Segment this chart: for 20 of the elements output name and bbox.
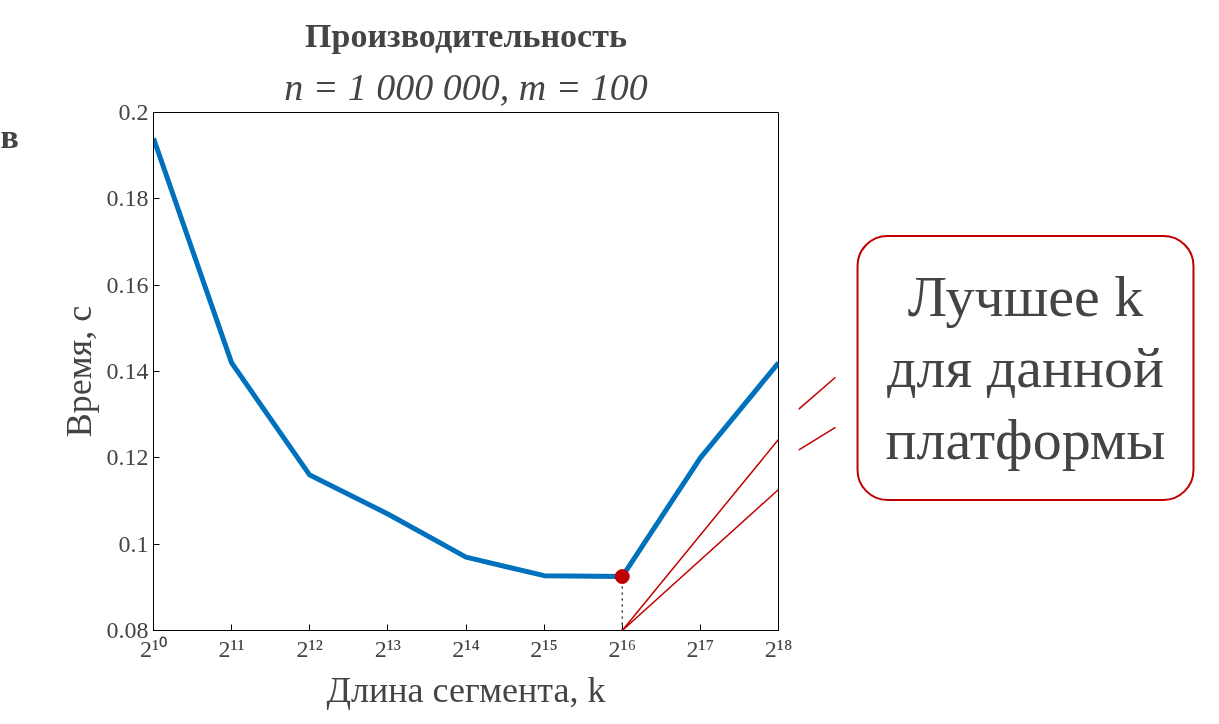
y-tick-label: 0.16	[106, 271, 149, 298]
x-tick-label: 2¹⁸	[764, 635, 793, 662]
x-tick-label: 2¹⁷	[686, 635, 715, 662]
x-tick-label: 2¹⁶	[608, 635, 637, 662]
text: Лучшее k для данной платформы	[885, 263, 1166, 472]
x-tick-label: 2¹¹	[218, 635, 245, 662]
x-tick-label: 2¹⁴	[452, 635, 480, 662]
y-axis-title: Время, с	[58, 305, 99, 438]
y-tick-label: 0.14	[106, 358, 149, 384]
x-tick-label: 2¹³	[374, 635, 402, 662]
y-tick-label: 0.1	[118, 530, 149, 557]
y-tick-label: 0.12	[106, 444, 149, 471]
y-tick-label: 0.2	[118, 99, 149, 125]
x-axis-title: Длина сегмента, k	[326, 669, 606, 710]
x-tick-label: 2¹²	[296, 635, 323, 662]
chart-title: Производительность	[305, 16, 627, 54]
x-tick-label: 2¹⁵	[530, 635, 558, 662]
y-tick-label: 0.18	[106, 185, 149, 212]
text: в	[0, 118, 19, 156]
chart-subtitle: n = 1 000 000, m = 100	[284, 65, 648, 108]
